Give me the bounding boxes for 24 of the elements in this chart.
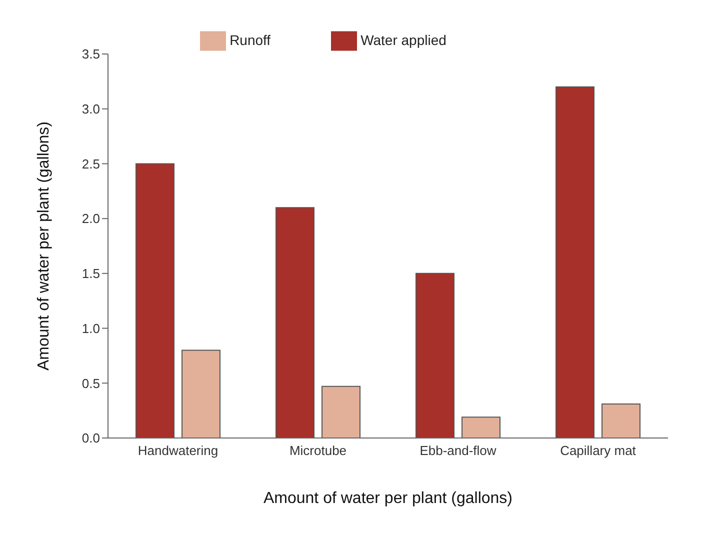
bar	[322, 386, 360, 438]
y-axis-title: Amount of water per plant (gallons)	[36, 121, 53, 371]
legend-label: Water applied	[360, 32, 446, 48]
y-tick-label: 3.5	[82, 46, 100, 62]
y-tick-label: 2.5	[82, 156, 100, 172]
x-tick-label: Handwatering	[138, 443, 218, 458]
y-tick-label: 3.0	[82, 101, 100, 116]
y-tick-label: 1.0	[82, 320, 100, 336]
y-tick-label: 0.5	[82, 376, 100, 391]
x-tick-label: Microtube	[289, 443, 347, 458]
x-tick-label: Capillary mat	[560, 443, 636, 458]
bar	[602, 403, 640, 438]
y-tick-label: 1.5	[82, 266, 100, 282]
x-tick-label: Ebb-and-flow	[420, 443, 497, 458]
bar	[462, 416, 500, 438]
bar	[276, 207, 314, 438]
y-tick-label: 0.0	[82, 430, 100, 446]
y-tick-label: 2.0	[82, 211, 100, 226]
bar	[556, 86, 594, 438]
bar	[182, 350, 220, 438]
bar	[136, 163, 174, 438]
bar	[416, 272, 454, 438]
legend-label: Runoff	[230, 32, 271, 48]
x-axis-title: Amount of water per plant (gallons)	[263, 490, 513, 507]
